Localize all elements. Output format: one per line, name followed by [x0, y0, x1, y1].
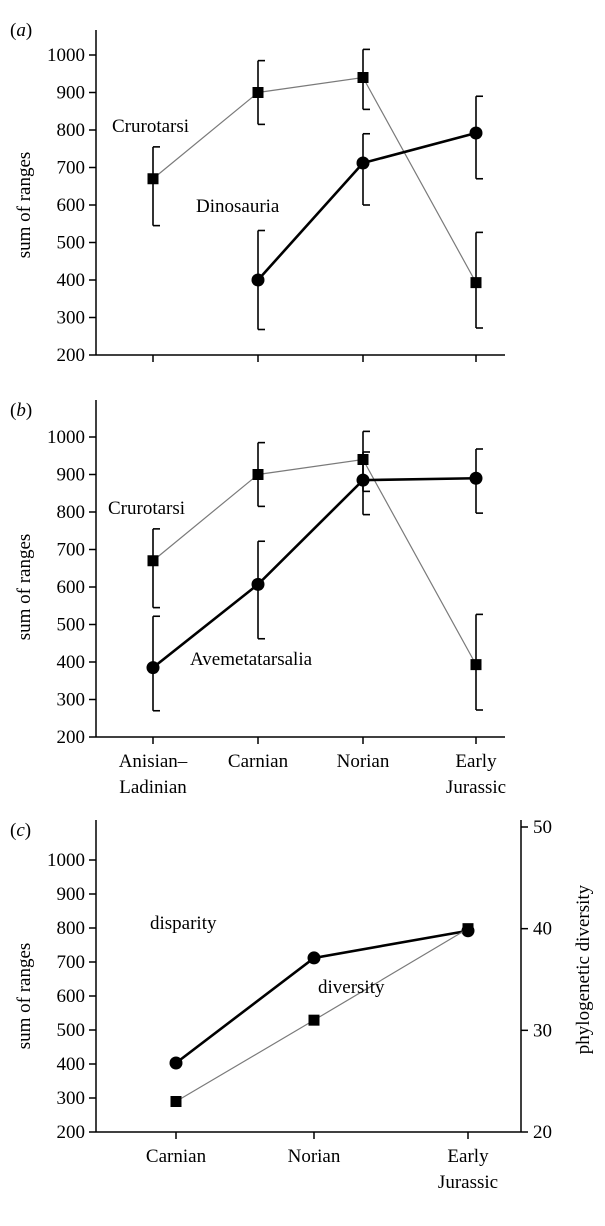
y-tick-label: 900 [57, 884, 86, 905]
data-point-circle [356, 473, 370, 487]
y-tick-label: 300 [57, 308, 86, 329]
data-point-circle [469, 126, 483, 140]
y-tick-label: 600 [57, 986, 86, 1007]
data-point-circle [469, 471, 483, 485]
data-point-circle [251, 577, 265, 591]
data-point-square [470, 659, 482, 671]
x-tick-label: Carnian [228, 751, 289, 772]
y2-tick-label: 40 [533, 919, 552, 940]
data-point-square [462, 923, 474, 935]
y2-tick-label: 20 [533, 1122, 552, 1143]
y-tick-label: 600 [57, 195, 86, 216]
y-tick-label: 300 [57, 1088, 86, 1109]
panel-label-close-paren: ) [26, 400, 32, 421]
y-tick-label: 800 [57, 120, 86, 141]
series-annotation: Dinosauria [196, 196, 280, 217]
y-axis-title: sum of ranges [14, 152, 35, 259]
series-avemetatarsalia [146, 448, 483, 712]
panel-label-close-paren: ) [25, 820, 31, 841]
data-point-square [252, 87, 264, 98]
series-line [152, 76, 477, 283]
series-annotation: Avemetatarsalia [190, 649, 313, 670]
y-tick-label: 500 [57, 233, 86, 254]
series-dinosauria [251, 95, 483, 331]
y-tick-label: 200 [57, 727, 86, 748]
series-line [175, 928, 469, 1103]
series-annotation: diversity [318, 977, 385, 998]
y-tick-label: 500 [57, 615, 86, 636]
x-tick-label: Ladinian [119, 777, 187, 798]
y-tick-label: 300 [57, 690, 86, 711]
data-point-square [147, 173, 159, 185]
panel-label-letter: a [16, 20, 26, 41]
series-line [152, 458, 477, 665]
y-tick-label: 900 [57, 465, 86, 486]
y-tick-label: 1000 [47, 427, 85, 448]
panel-label-letter: b [16, 400, 26, 421]
panel-label: (a) [10, 20, 32, 41]
y-axis-title: sum of ranges [14, 943, 35, 1050]
data-point-circle [251, 273, 265, 287]
y-tick-label: 400 [57, 652, 86, 673]
data-point-square [308, 1014, 320, 1026]
x-tick-label: Jurassic [446, 777, 506, 798]
y-axis-title: sum of ranges [14, 534, 35, 641]
panel-label-open-paren: ( [10, 20, 16, 41]
y-tick-label: 900 [57, 83, 86, 104]
chart-panel-b: (b) 200 300 400 500 600 700 800 900 1000 sum of ra… [10, 400, 506, 798]
data-point-circle [169, 1056, 183, 1070]
panel-label: (c) [10, 820, 31, 841]
panel-label-letter: c [16, 820, 25, 841]
series-line [152, 476, 477, 669]
data-point-circle [356, 156, 370, 170]
y-tick-label: 200 [57, 345, 86, 366]
y2-axis-title: phylogenetic diversity [573, 884, 594, 1054]
y-tick-label: 800 [57, 502, 86, 523]
x-tick-label: Carnian [146, 1146, 207, 1167]
series-diversity [170, 923, 474, 1107]
y-tick-label: 800 [57, 918, 86, 939]
x-tick-label: Early [455, 751, 497, 772]
series-line [257, 131, 477, 281]
series-crurotarsi [147, 48, 483, 329]
data-point-square [357, 72, 369, 83]
series-annotation: Crurotarsi [108, 498, 185, 519]
panel-label-close-paren: ) [26, 20, 32, 41]
panel-label: (b) [10, 400, 32, 421]
y-tick-label: 600 [57, 577, 86, 598]
series-annotation: Crurotarsi [112, 116, 189, 137]
data-point-square [470, 277, 482, 289]
x-tick-label: Norian [337, 751, 390, 772]
x-tick-label: Jurassic [438, 1172, 498, 1193]
y-tick-label: 500 [57, 1020, 86, 1041]
x-tick-label: Norian [288, 1146, 341, 1167]
y-tick-label: 1000 [47, 850, 85, 871]
y-tick-label: 700 [57, 952, 86, 973]
y2-tick-label: 30 [533, 1020, 552, 1041]
y-tick-label: 200 [57, 1122, 86, 1143]
series-annotation: disparity [150, 913, 217, 934]
panel-label-open-paren: ( [10, 820, 16, 841]
data-point-square [252, 469, 264, 480]
y-tick-label: 400 [57, 270, 86, 291]
y-tick-label: 700 [57, 540, 86, 561]
y-tick-label: 1000 [47, 45, 85, 66]
data-point-circle [307, 951, 321, 965]
y2-tick-label: 50 [533, 817, 552, 838]
chart-panel-c: (c) 200 300 400 500 600 700 800 900 1000 sum of ra… [10, 817, 594, 1193]
x-tick-label: Anisian– [119, 751, 188, 772]
data-point-square [147, 555, 159, 567]
panel-label-open-paren: ( [10, 400, 16, 421]
data-point-circle [146, 661, 160, 675]
data-point-square [170, 1096, 182, 1107]
chart-panel-a: (a) 200 300 400 500 600 700 800 900 1000 sum of ra… [10, 20, 505, 366]
x-tick-label: Early [447, 1146, 489, 1167]
y-tick-label: 700 [57, 158, 86, 179]
y-tick-label: 400 [57, 1054, 86, 1075]
